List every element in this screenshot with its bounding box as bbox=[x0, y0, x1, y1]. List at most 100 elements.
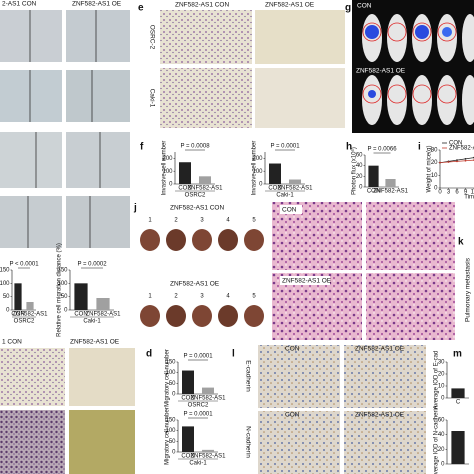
lung bbox=[166, 229, 186, 251]
bar bbox=[269, 163, 281, 184]
panel-label: i bbox=[418, 142, 421, 153]
bar bbox=[451, 388, 465, 398]
bar bbox=[385, 179, 396, 187]
group-label: ZNF582-AS1 OE bbox=[282, 278, 332, 285]
column-label: ZNF582-AS1 CON bbox=[175, 2, 229, 9]
y-tick-label: 40 bbox=[438, 432, 445, 438]
column-label: 1 CON bbox=[2, 339, 22, 346]
group-label: Caki-1 bbox=[83, 319, 101, 325]
label-box bbox=[280, 276, 330, 285]
x-tick-label: CON bbox=[178, 186, 191, 192]
x-axis-label: Tim bbox=[464, 195, 474, 201]
lung bbox=[192, 229, 212, 251]
group-label: OSRC2 bbox=[185, 193, 206, 199]
sample-number: 2 bbox=[174, 218, 178, 224]
x-tick-label: ZNF582-AS1 bbox=[12, 312, 48, 318]
x-tick-label: 9 bbox=[464, 190, 468, 196]
lung bbox=[140, 305, 160, 327]
wound-images bbox=[0, 10, 130, 248]
x-tick-label: CON bbox=[11, 312, 24, 318]
y-axis-label: Invasive cell number bbox=[162, 141, 168, 196]
legend-label: CON bbox=[449, 141, 462, 147]
y-tick-label: 0 bbox=[6, 308, 10, 314]
stat-label: P = 0.0008 bbox=[180, 144, 210, 150]
sample-number: 5 bbox=[252, 294, 256, 300]
lung bbox=[192, 305, 212, 327]
y-tick-label: 100 bbox=[252, 169, 263, 175]
stat-label: P = 0.0001 bbox=[183, 412, 213, 418]
column-label: ZNF582-AS1 OE bbox=[355, 346, 405, 353]
y-tick-label: 0 bbox=[441, 462, 445, 468]
y-tick-label: 0 bbox=[172, 450, 176, 456]
x-tick-label: CON bbox=[181, 396, 194, 402]
y-tick-label: 200 bbox=[162, 156, 173, 162]
y-tick-label: 50 bbox=[169, 381, 176, 387]
bar bbox=[182, 426, 194, 452]
bar bbox=[26, 302, 34, 310]
ihc-image bbox=[258, 345, 340, 408]
x-tick-label: CON bbox=[268, 186, 281, 192]
column-label: CON bbox=[285, 412, 300, 419]
bar bbox=[179, 162, 191, 184]
bar bbox=[199, 176, 211, 184]
x-tick-label: 12 bbox=[471, 190, 474, 196]
y-tick-label: 20 bbox=[438, 447, 445, 453]
y-tick-label: 20 bbox=[356, 174, 363, 180]
y-axis-label: Relative cell migration distance (%) bbox=[57, 243, 63, 337]
point bbox=[456, 160, 458, 163]
y-tick-label: 0 bbox=[434, 186, 438, 192]
bar bbox=[451, 431, 465, 464]
group-label: Caki-1 bbox=[276, 193, 294, 199]
bar bbox=[202, 387, 214, 394]
stat-label: P = 0.0001 bbox=[183, 354, 213, 360]
y-tick-label: 0 bbox=[359, 185, 363, 191]
panel-label: l bbox=[232, 349, 235, 360]
lung bbox=[218, 305, 238, 327]
panel-label: d bbox=[146, 349, 152, 360]
x-tick-label: CON bbox=[181, 454, 194, 460]
x-tick-label: CON bbox=[74, 312, 87, 318]
signal bbox=[365, 25, 452, 98]
stat-label: P < 0.0001 bbox=[9, 262, 39, 268]
group-label: ZNF582-AS1 OE bbox=[170, 281, 220, 288]
point bbox=[439, 161, 441, 164]
y-axis-label: Photon flux (x10⁶) bbox=[351, 147, 358, 195]
y-axis-label: Migratory cell number bbox=[165, 407, 171, 465]
x-tick-label: 3 bbox=[447, 190, 451, 196]
sample-number: 3 bbox=[200, 218, 204, 224]
y-tick-label: 200 bbox=[252, 156, 263, 162]
x-tick-label: CON bbox=[367, 189, 380, 195]
panel-label: g bbox=[345, 3, 351, 14]
panel-label: h bbox=[346, 142, 352, 153]
panel-label: j bbox=[133, 203, 137, 214]
y-tick-label: 60 bbox=[356, 153, 363, 159]
label-box bbox=[280, 205, 302, 214]
y-tick-label: 0 bbox=[64, 308, 68, 314]
x-tick-label: C bbox=[456, 400, 461, 406]
column-label: 2-AS1 CON bbox=[2, 1, 37, 8]
row-label: OSRC-2 bbox=[148, 25, 155, 50]
ihc-image bbox=[344, 411, 426, 474]
row-label: E-cadherin bbox=[244, 360, 251, 392]
panel-label: e bbox=[138, 3, 144, 14]
y-tick-label: 50 bbox=[3, 294, 10, 300]
y-tick-label: 50 bbox=[61, 294, 68, 300]
x-tick-label: 0 bbox=[438, 190, 442, 196]
stat-label: P = 0.0001 bbox=[270, 144, 300, 150]
point bbox=[464, 159, 467, 162]
transwell-image bbox=[0, 410, 65, 474]
transwell-image bbox=[69, 348, 135, 406]
sample-number: 5 bbox=[252, 218, 256, 224]
bar bbox=[14, 283, 22, 310]
row-label: Caki-1 bbox=[148, 89, 155, 108]
group-label: ZNF582-AS1 OE bbox=[356, 68, 406, 75]
lung-photos: 1 2 3 4 5 1 2 3 4 5 bbox=[140, 218, 264, 327]
column-label: ZNF582-AS1 OE bbox=[355, 412, 405, 419]
y-tick-label: 0 bbox=[259, 182, 263, 188]
ihc-image bbox=[258, 411, 340, 474]
bar bbox=[96, 298, 110, 310]
lung bbox=[218, 229, 238, 251]
sample-number: 1 bbox=[148, 218, 152, 224]
point bbox=[464, 157, 467, 160]
